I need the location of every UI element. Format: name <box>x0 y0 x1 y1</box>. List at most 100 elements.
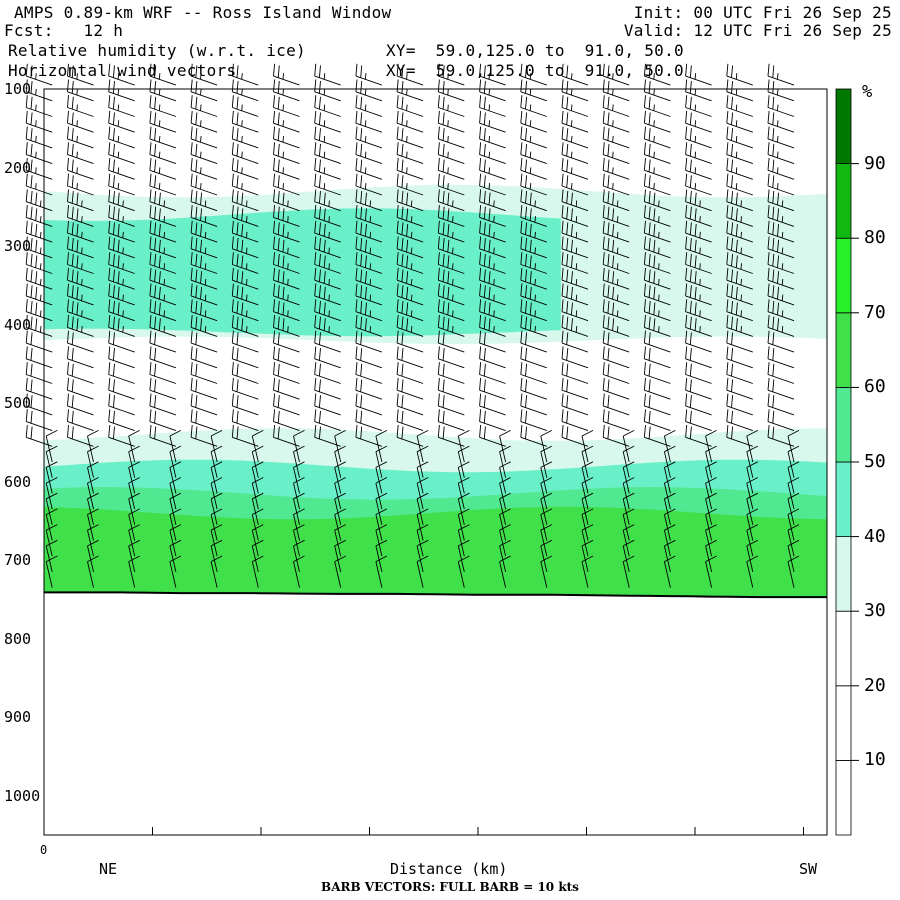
wind-barb <box>663 477 676 510</box>
wind-barb <box>169 445 182 478</box>
wind-barb <box>334 492 346 525</box>
wind-barb <box>416 445 429 478</box>
wind-barb <box>273 157 300 180</box>
wind-barb <box>67 299 94 322</box>
wind-barb <box>149 126 177 149</box>
wind-barb <box>602 95 630 117</box>
wind-barb <box>293 445 305 478</box>
wind-barb <box>787 539 800 573</box>
wind-barb <box>396 299 424 322</box>
wind-barb <box>437 283 465 306</box>
wind-barb <box>663 445 676 478</box>
wind-barb <box>561 236 589 259</box>
wind-barb <box>561 362 589 384</box>
wind-barb <box>643 346 671 369</box>
wind-barb <box>355 142 383 165</box>
wind-barb <box>273 142 300 165</box>
wind-barb <box>45 429 58 463</box>
wind-barb <box>705 508 717 541</box>
wind-barb <box>273 110 300 133</box>
field-wind-label: Horizontal wind vectors <box>8 61 237 80</box>
wind-barb <box>643 236 671 259</box>
wind-barb <box>520 189 547 212</box>
wind-barb <box>25 299 53 322</box>
wind-barb <box>643 79 671 102</box>
wind-barb <box>45 539 58 573</box>
colorbar-label: 40 <box>864 525 886 547</box>
wind-barb <box>396 95 424 117</box>
wind-barb <box>355 189 383 212</box>
colorbar-label: 60 <box>864 376 886 398</box>
wind-barb <box>396 110 424 133</box>
wind-barb <box>231 314 259 337</box>
wind-barb <box>416 429 429 463</box>
wind-barb <box>210 524 223 557</box>
wind-barb <box>540 445 553 478</box>
wind-barb <box>499 555 511 588</box>
wind-barb <box>314 377 341 400</box>
wind-barb <box>108 189 135 212</box>
wind-barb <box>685 236 712 259</box>
colorbar-label: 10 <box>864 749 886 771</box>
wind-barb <box>685 346 712 369</box>
colorbar-swatch <box>835 610 852 687</box>
wind-barb <box>643 330 671 353</box>
y-tick-label: 400 <box>4 315 32 334</box>
wind-barb <box>87 508 99 541</box>
wind-barb <box>726 63 753 86</box>
wind-barb <box>561 299 589 322</box>
wind-barb <box>643 220 671 243</box>
wind-barb <box>685 110 712 133</box>
wind-barb <box>231 205 259 227</box>
wind-barb <box>581 555 594 588</box>
wind-barb <box>108 79 135 102</box>
wind-barb <box>622 477 635 510</box>
wind-barb <box>231 220 259 243</box>
wind-barb <box>787 555 800 588</box>
wind-barb <box>643 252 671 274</box>
wind-barb <box>437 314 465 337</box>
wind-barb <box>479 236 506 259</box>
wind-barb <box>231 236 259 259</box>
wind-barb <box>643 110 671 133</box>
wind-barb <box>767 236 795 259</box>
wind-barb <box>293 555 305 588</box>
wind-barb <box>643 63 671 86</box>
wind-barb <box>540 492 553 525</box>
wind-barb <box>149 63 177 86</box>
wind-barb <box>45 508 58 541</box>
wind-barb <box>767 189 795 212</box>
wind-barb <box>602 79 630 102</box>
barb-legend-footer: BARB VECTORS: FULL BARB = 10 kts <box>321 880 579 894</box>
wind-barb <box>726 157 753 180</box>
wind-barb <box>499 461 511 494</box>
wind-barb <box>767 252 795 274</box>
wind-barb <box>314 142 341 165</box>
wind-barb <box>190 409 218 432</box>
init-time: Init: 00 UTC Fri 26 Sep 25 <box>633 3 892 22</box>
wind-barb <box>108 126 135 149</box>
wind-barb <box>499 492 511 525</box>
wind-barb <box>355 236 383 259</box>
wind-barb <box>169 524 182 557</box>
x-axis-label: Distance (km) <box>390 860 508 878</box>
wind-barb <box>108 95 135 117</box>
wind-barb <box>685 362 712 384</box>
wind-barb <box>25 346 53 369</box>
wind-barb <box>231 346 259 369</box>
colorbar-label: 70 <box>864 301 886 323</box>
colorbar-swatch <box>835 237 852 314</box>
wind-barb <box>437 95 465 117</box>
wind-barb <box>149 110 177 133</box>
wind-barb <box>108 377 135 400</box>
wind-barb <box>273 205 300 227</box>
wind-barb <box>293 508 305 541</box>
wind-barb <box>314 189 341 212</box>
wind-barb <box>314 63 341 86</box>
colorbar-swatch <box>835 685 852 761</box>
wind-barb <box>25 409 53 432</box>
wind-barb <box>108 236 135 259</box>
wind-barb <box>169 429 182 463</box>
wind-barb <box>705 477 717 510</box>
wind-barb <box>25 314 53 337</box>
